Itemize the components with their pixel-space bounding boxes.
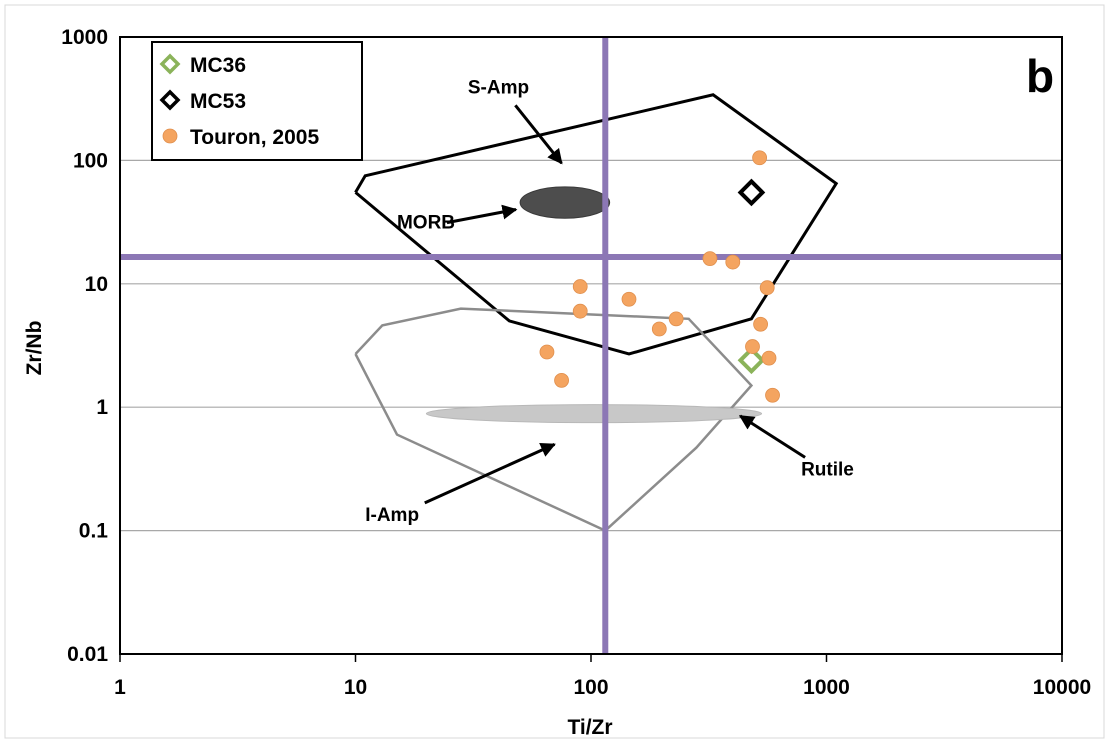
point-touron-9: [759, 280, 775, 296]
annotation-i-amp: I-Amp: [365, 505, 419, 526]
point-touron-3: [725, 254, 741, 270]
annotation-arrow-morb: [446, 204, 518, 225]
y-axis-label: Zr/Nb: [23, 321, 46, 376]
figure-border: [4, 4, 1105, 739]
point-touron-4: [572, 279, 588, 294]
field-polygons: [354, 93, 839, 533]
y-tick-label-1: 1: [96, 396, 108, 419]
point-touron-11: [745, 339, 760, 354]
x-tick-label-1000: 1000: [803, 676, 850, 699]
point-touron-8: [668, 311, 684, 327]
annotation-arrow-s-amp: [514, 104, 563, 165]
x-tick-label-10000: 10000: [1033, 676, 1091, 699]
data-points: [539, 150, 780, 403]
point-touron-2: [702, 251, 718, 267]
y-tick-label-100: 100: [73, 149, 108, 172]
y-tick-label-0-01: 0.01: [67, 643, 108, 666]
legend: MC36 MC53 Touron, 2005: [151, 41, 363, 161]
legend-marker-mc53: [159, 89, 181, 111]
point-touron-1: [752, 150, 768, 166]
field-polygon-i-amp: [354, 307, 754, 533]
point-touron-13: [761, 350, 777, 366]
x-tick-label-10: 10: [344, 676, 367, 699]
annotation-s-amp: S-Amp: [468, 77, 529, 98]
point-touron-7: [651, 321, 667, 337]
point-mc53: [737, 178, 766, 207]
x-axis-label: Ti/Zr: [567, 716, 612, 739]
point-touron-15: [765, 387, 780, 403]
y-tick-label-1000: 1000: [61, 26, 108, 49]
point-touron-12: [539, 344, 555, 360]
panel-label: b: [1026, 50, 1054, 102]
legend-box: [151, 41, 363, 161]
annotation-arrow-i-amp: [424, 442, 556, 505]
point-mc36: [737, 346, 766, 375]
x-axis-ticks: 1 10 100 1000 10000: [114, 654, 1091, 699]
x-tick-label-100: 100: [573, 676, 608, 699]
point-touron-14: [554, 372, 569, 388]
y-tick-label-0-1: 0.1: [79, 520, 109, 543]
annotation-arrow-rutile: [738, 414, 806, 459]
reference-lines: [120, 37, 1062, 654]
legend-label-mc36: MC36: [190, 54, 246, 77]
y-axis-ticks: 0.01 0.1 1 10 100 1000: [61, 26, 108, 666]
y-tick-label-10: 10: [85, 273, 108, 296]
x-tick-label-1: 1: [114, 676, 126, 699]
annotations: S-Amp MORB Rutile I-Amp: [365, 77, 854, 526]
ellipse-morb: [519, 186, 611, 219]
annotation-morb: MORB: [397, 213, 455, 234]
annotation-rutile: Rutile: [801, 459, 854, 480]
legend-marker-mc36: [159, 53, 181, 75]
point-touron-5: [572, 303, 588, 319]
field-ellipses: [425, 186, 763, 424]
point-touron-6: [621, 291, 637, 307]
ellipse-rutile: [425, 404, 763, 424]
legend-label-mc53: MC53: [190, 90, 246, 113]
field-polygon-s-amp: [354, 93, 839, 356]
point-touron-10: [753, 316, 768, 332]
legend-marker-touron: [162, 128, 178, 144]
legend-label-touron-2005: Touron, 2005: [190, 126, 319, 149]
